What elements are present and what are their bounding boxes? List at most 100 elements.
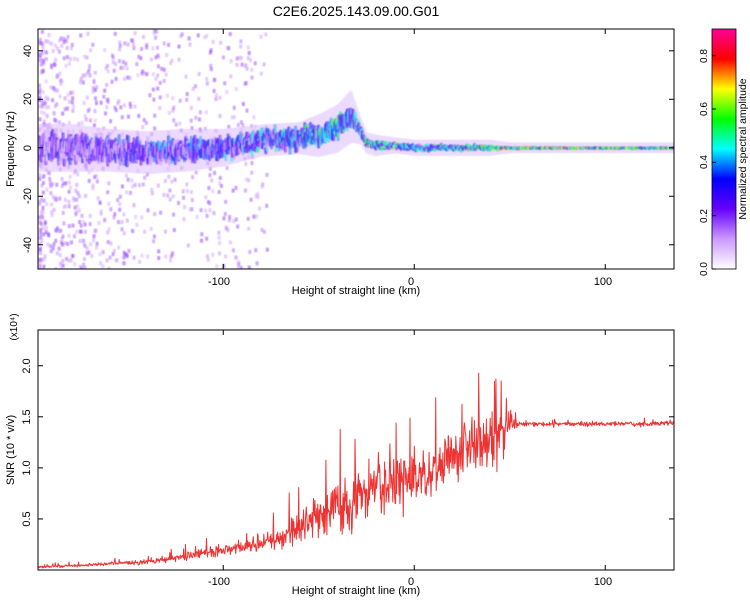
heatmap-cell xyxy=(265,203,269,208)
heatmap-cell xyxy=(82,54,86,59)
heatmap-cell xyxy=(137,54,141,59)
heatmap-cell xyxy=(40,99,44,104)
heatmap-cell xyxy=(130,38,134,43)
heatmap-cell xyxy=(122,212,126,217)
heatmap-cell xyxy=(95,245,99,250)
heatmap-cell xyxy=(194,115,198,120)
heatmap-cell xyxy=(38,104,42,109)
heatmap-cell xyxy=(243,188,247,193)
heatmap-cell xyxy=(131,38,135,43)
heatmap-cell xyxy=(206,257,210,262)
heatmap-cell xyxy=(114,76,118,81)
colorbar-gradient xyxy=(711,28,737,270)
heatmap-cell xyxy=(83,222,87,227)
heatmap-cell xyxy=(70,99,74,104)
heatmap-cell xyxy=(158,95,162,100)
heatmap-cell xyxy=(77,194,81,199)
heatmap-cell xyxy=(156,73,160,78)
heatmap-cell xyxy=(178,121,182,126)
heatmap-cell xyxy=(119,105,123,110)
heatmap-cell xyxy=(228,32,232,37)
heatmap-cell xyxy=(117,220,121,225)
heatmap-cell xyxy=(203,126,207,131)
heatmap-cell xyxy=(50,65,54,70)
heatmap-cell xyxy=(39,221,43,226)
heatmap-cell xyxy=(88,118,92,123)
heatmap-cell xyxy=(188,207,192,212)
heatmap-cell xyxy=(77,121,81,126)
heatmap-cell xyxy=(218,181,222,186)
heatmap-cell xyxy=(127,248,131,253)
heatmap-cell xyxy=(138,259,142,264)
heatmap-cell xyxy=(49,202,53,207)
heatmap-cell xyxy=(46,242,50,247)
heatmap-cell xyxy=(64,204,68,209)
heatmap-cell xyxy=(41,44,45,49)
heatmap-cell xyxy=(123,41,127,46)
heatmap-cell xyxy=(112,215,116,220)
heatmap-cell xyxy=(141,182,145,187)
heatmap-cell xyxy=(54,228,58,233)
heatmap-cell xyxy=(84,117,88,122)
spectrogram-y-tick-labels: -40 -20 0 20 40 xyxy=(22,45,34,253)
heatmap-cell xyxy=(66,241,70,246)
heatmap-cell xyxy=(218,251,222,256)
heatmap-cell xyxy=(85,246,89,251)
heatmap-cell xyxy=(164,254,168,259)
heatmap-cell xyxy=(254,248,258,253)
heatmap-cell xyxy=(241,123,245,128)
heatmap-cell xyxy=(55,226,59,231)
heatmap-cell xyxy=(67,199,71,204)
heatmap-cell xyxy=(153,126,157,131)
heatmap-cell xyxy=(81,73,85,78)
heatmap-cell xyxy=(103,218,107,223)
heatmap-cell xyxy=(129,190,133,195)
heatmap-cell xyxy=(151,46,155,51)
spectrogram-y-tick-label: -20 xyxy=(22,188,34,204)
heatmap-cell xyxy=(185,92,189,97)
heatmap-cell xyxy=(124,61,128,66)
heatmap-cell xyxy=(249,197,253,202)
heatmap-cell xyxy=(71,90,75,95)
heatmap-cell xyxy=(67,61,71,66)
heatmap-cell xyxy=(96,196,100,201)
heatmap-cell xyxy=(43,101,47,106)
heatmap-cell xyxy=(177,44,181,49)
heatmap-cell xyxy=(81,238,85,243)
heatmap-cell xyxy=(51,49,55,54)
heatmap-cell xyxy=(38,241,42,246)
heatmap-cell xyxy=(39,58,43,63)
heatmap-cell xyxy=(121,65,125,70)
heatmap-cell xyxy=(256,191,260,196)
heatmap-cell xyxy=(47,171,51,176)
heatmap-cell xyxy=(133,104,137,109)
heatmap-cell xyxy=(218,95,222,100)
heatmap-cell xyxy=(168,197,172,202)
heatmap-cell xyxy=(131,184,135,189)
heatmap-cell xyxy=(212,88,216,93)
heatmap-cell xyxy=(60,236,64,241)
heatmap-cell xyxy=(229,74,233,79)
heatmap-cell xyxy=(52,207,56,212)
heatmap-cell xyxy=(44,39,48,44)
heatmap-cell xyxy=(55,182,59,187)
heatmap-cell xyxy=(53,63,57,68)
heatmap-cell xyxy=(243,81,247,86)
chart-title: C2E6.2025.143.09.00.G01 xyxy=(273,3,440,19)
snr-x-axis-label: Height of straight line (km) xyxy=(292,585,420,597)
heatmap-cell xyxy=(189,190,193,195)
heatmap-cell xyxy=(41,48,45,53)
heatmap-cell xyxy=(213,170,217,175)
heatmap-cell xyxy=(73,205,77,210)
heatmap-cell xyxy=(163,229,167,234)
heatmap-cell xyxy=(59,228,63,233)
heatmap-cell xyxy=(40,104,44,109)
heatmap-cell xyxy=(84,193,88,198)
heatmap-cell xyxy=(45,50,49,55)
heatmap-cell xyxy=(45,114,49,119)
colorbar-tick-label: 0.0 xyxy=(699,262,710,276)
heatmap-cell xyxy=(55,251,59,256)
heatmap-cell xyxy=(62,56,66,61)
heatmap-cell xyxy=(106,230,110,235)
heatmap-cell xyxy=(38,90,42,95)
